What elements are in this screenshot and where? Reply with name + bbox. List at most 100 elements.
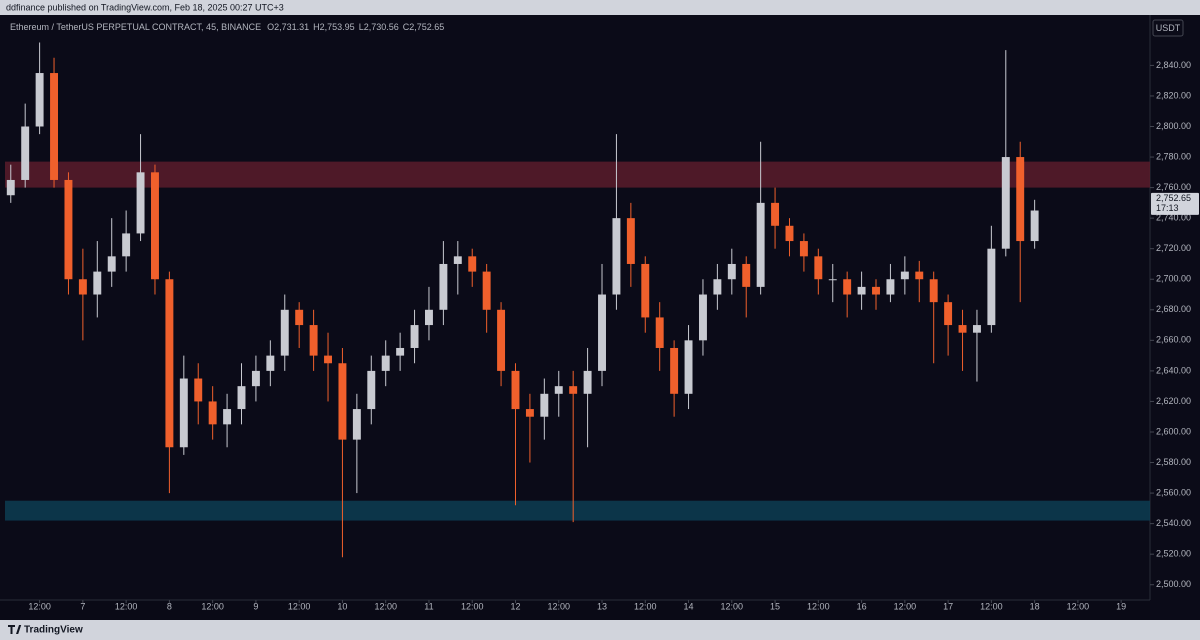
y-tick-label: 2,840.00: [1156, 60, 1191, 70]
candle-body: [872, 286, 880, 295]
logo: [8, 625, 22, 634]
candle-body: [64, 179, 73, 280]
candle-body: [1016, 157, 1025, 242]
candle-body: [453, 256, 462, 264]
y-tick-label: 2,740.00: [1156, 213, 1191, 223]
candle-body: [21, 126, 30, 180]
y-tick-label: 2,620.00: [1156, 396, 1191, 406]
candle-body: [410, 325, 419, 348]
candle-body: [670, 347, 679, 394]
ohlc-label: C: [403, 22, 410, 32]
candle-body: [756, 202, 765, 287]
candle-body: [338, 363, 347, 440]
candle-body: [35, 73, 44, 127]
ohlc-value: 2,730.56: [364, 22, 399, 32]
x-tick-label: 12:00: [807, 601, 830, 611]
y-tick-label: 2,820.00: [1156, 90, 1191, 100]
candle-body: [93, 271, 102, 295]
candle-body: [569, 386, 578, 394]
countdown: 17:13: [1156, 203, 1179, 213]
candle-body: [136, 172, 145, 234]
candle-body: [771, 202, 780, 226]
candle-body: [626, 218, 635, 264]
candle-body: [915, 271, 924, 280]
candle-body: [251, 370, 260, 387]
x-tick-label: 10: [337, 601, 347, 611]
y-tick-label: 2,580.00: [1156, 457, 1191, 467]
candle-body: [50, 73, 58, 180]
candle-body: [151, 172, 159, 280]
x-tick-label: 12:00: [461, 601, 484, 611]
candle-body: [295, 309, 304, 326]
x-tick-label: 12:00: [980, 601, 1003, 611]
candle-body: [698, 294, 707, 341]
x-tick-label: 12:00: [1067, 601, 1090, 611]
x-tick-label: 19: [1116, 601, 1126, 611]
y-tick-label: 2,720.00: [1156, 243, 1191, 253]
candle-body: [396, 347, 405, 356]
publisher: ddfinance published on TradingView.com, …: [6, 2, 284, 12]
candle-body: [944, 302, 953, 326]
x-tick-label: 12:00: [115, 601, 138, 611]
candle-body: [6, 179, 15, 196]
y-tick-label: 2,600.00: [1156, 426, 1191, 436]
zone: [5, 500, 1150, 521]
candle-body: [179, 378, 188, 448]
currency[interactable]: USDT: [1156, 23, 1181, 33]
candle-body: [655, 317, 664, 348]
candle-body: [381, 355, 390, 371]
candle-body: [684, 340, 693, 394]
candle-body: [828, 279, 837, 281]
candle-body: [194, 378, 203, 402]
x-tick-label: 9: [253, 601, 258, 611]
candle-body: [439, 263, 448, 310]
x-tick-label: 11: [424, 601, 433, 611]
candle-body: [583, 370, 592, 394]
candle-body: [1030, 210, 1039, 242]
y-tick-label: 2,500.00: [1156, 579, 1191, 589]
candle-body: [525, 409, 534, 417]
candle-body: [900, 271, 909, 280]
candle-body: [843, 279, 852, 295]
x-tick-label: 8: [167, 601, 172, 611]
candle-body: [425, 309, 433, 326]
candle-body: [266, 355, 275, 371]
y-tick-label: 2,560.00: [1156, 487, 1191, 497]
x-tick-label: 16: [857, 601, 867, 611]
candle-body: [814, 256, 823, 280]
footer-bar: [0, 620, 1200, 640]
candle-body: [641, 263, 650, 318]
currency-button[interactable]: [1152, 19, 1184, 37]
candle-body: [78, 279, 87, 295]
candle-body: [309, 325, 318, 356]
candle-body: [352, 409, 361, 440]
ohlc-value: 2,731.31: [274, 22, 309, 32]
x-tick-label: 17: [943, 601, 953, 611]
y-tick-label: 2,540.00: [1156, 518, 1191, 528]
x-tick-label: 7: [80, 601, 85, 611]
y-tick-label: 2,700.00: [1156, 274, 1191, 284]
candle-body: [280, 309, 289, 356]
x-tick-label: 14: [684, 601, 694, 611]
candle-body: [886, 279, 895, 295]
x-tick-label: 12:00: [288, 601, 311, 611]
candle-body: [612, 218, 621, 295]
x-tick-label: 12:00: [894, 601, 917, 611]
candle-body: [713, 279, 722, 295]
candle-body: [223, 409, 232, 425]
candle-body: [727, 263, 736, 280]
candle-body: [972, 325, 981, 333]
candle-body: [237, 386, 246, 410]
brand: TradingView: [24, 625, 83, 636]
candle-body: [929, 279, 938, 303]
candle-body: [482, 271, 491, 310]
candle-body: [857, 286, 866, 295]
candle-body: [554, 386, 563, 394]
ohlc-label: L: [359, 22, 364, 32]
last-price-label: 2,752.65: [1156, 193, 1191, 203]
candle-body: [497, 309, 506, 371]
x-tick-label: 18: [1030, 601, 1040, 611]
x-tick-label: 12: [510, 601, 520, 611]
